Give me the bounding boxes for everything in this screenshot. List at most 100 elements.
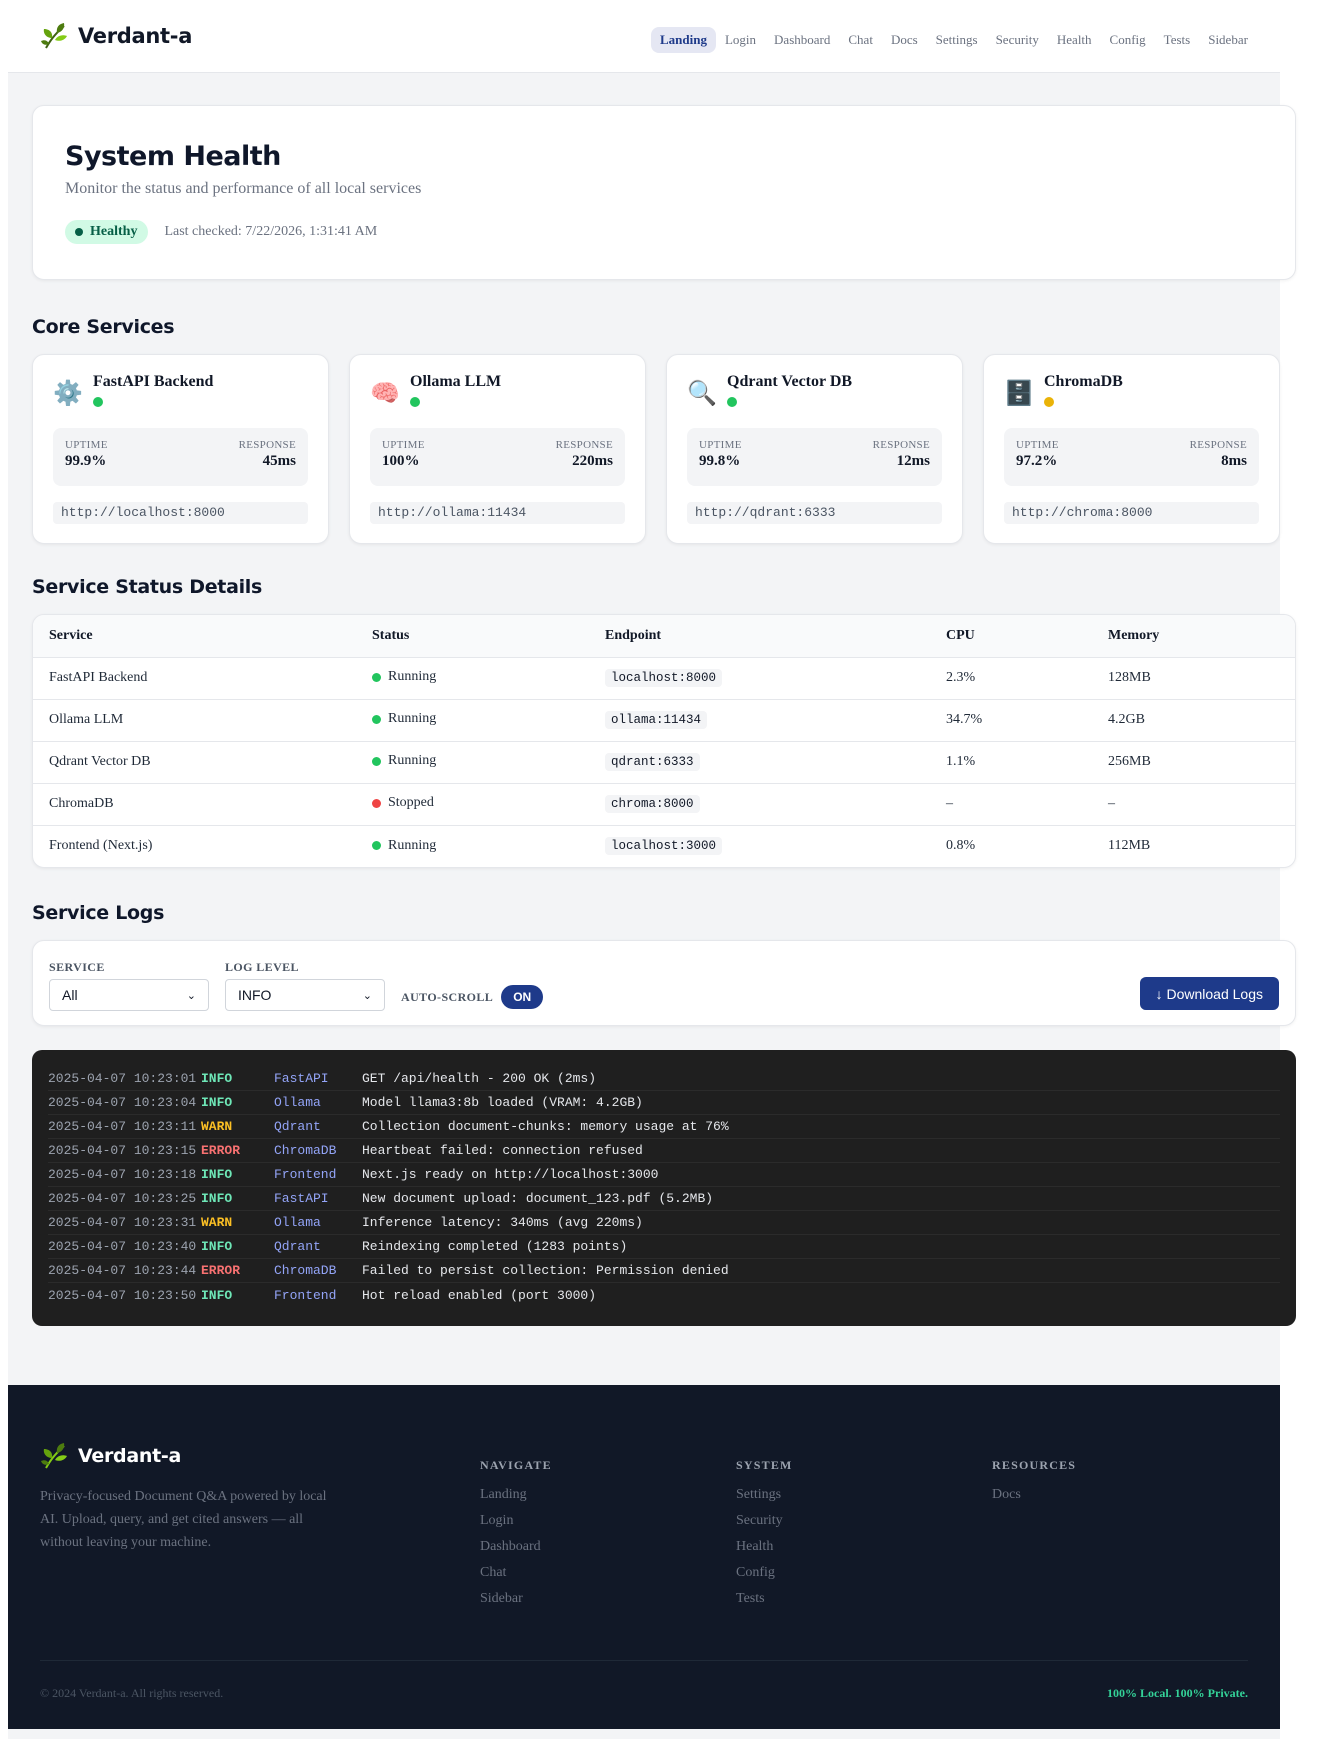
magnifier-icon: 🔍 [687, 379, 717, 407]
endpoint-cell: qdrant:6333 [589, 741, 930, 784]
endpoint-code: localhost:8000 [605, 669, 723, 687]
log-timestamp: 2025-04-07 10:23:01 [48, 1071, 197, 1086]
log-source: Qdrant [274, 1239, 321, 1254]
leaf-icon [41, 23, 67, 49]
status-text: Stopped [388, 795, 434, 811]
footer-link-health[interactable]: Health [736, 1539, 774, 1554]
footer-link-settings[interactable]: Settings [736, 1487, 782, 1502]
log-message: New document upload: document_123.pdf (5… [362, 1191, 714, 1206]
footer: Verdant-a Privacy-focused Document Q&A p… [8, 1385, 1280, 1729]
service-select[interactable]: All ⌄ [49, 979, 209, 1011]
service-status-dot [1044, 397, 1054, 407]
status-indicator: Running [372, 838, 436, 854]
log-entry: 2025-04-07 10:23:04 INFO Ollama Model llama… [48, 1091, 1280, 1115]
footer-brand[interactable]: Verdant-a [40, 1441, 1248, 1471]
nav-config[interactable]: Config [1109, 32, 1146, 47]
nav-security[interactable]: Security [995, 32, 1039, 47]
table-row: Frontend (Next.js) Running localhost:3000 0… [33, 825, 1295, 867]
status-details-heading: Service Status Details [32, 576, 263, 598]
table-row: ChromaDB Stopped chroma:8000 – – [33, 783, 1295, 826]
endpoint-code: qdrant:6333 [605, 753, 700, 771]
log-entry: 2025-04-07 10:23:01 INFO FastAPI GET /api/h… [48, 1067, 1280, 1091]
top-navbar: Verdant-a Landing Login Dashboard Chat D… [8, 0, 1280, 73]
endpoint-cell: ollama:11434 [589, 699, 930, 742]
uptime-value: 99.8% [699, 453, 741, 469]
nav-docs[interactable]: Docs [890, 32, 918, 47]
footer-link-chat[interactable]: Chat [480, 1565, 507, 1580]
status-cell: Running [356, 657, 589, 700]
nav-health[interactable]: Health [1056, 32, 1092, 47]
nav-landing[interactable]: Landing [651, 27, 716, 53]
column-header: Status [356, 615, 589, 658]
log-console[interactable]: 2025-04-07 10:23:01 INFO FastAPI GET /api/h… [32, 1050, 1296, 1326]
nav-sidebar[interactable]: Sidebar [1208, 32, 1248, 47]
footer-link-docs[interactable]: Docs [992, 1487, 1021, 1502]
log-entry: 2025-04-07 10:23:18 INFO Frontend Next.js r… [48, 1163, 1280, 1187]
response-metric: RESPONSE 8ms [1190, 439, 1247, 475]
service-metrics: UPTIME 99.8% RESPONSE 12ms [687, 428, 942, 486]
service-card-chromadb[interactable]: 🗄️ ChromaDB UPTIME 97.2% RESPONSE 8ms [983, 354, 1280, 544]
copyright-text: © 2024 Verdant-a. All rights reserved. [40, 1686, 224, 1700]
nav-dashboard[interactable]: Dashboard [774, 32, 831, 47]
log-timestamp: 2025-04-07 10:23:25 [48, 1191, 197, 1206]
service-url: http://localhost:8000 [53, 502, 308, 524]
page-title: System Health [65, 141, 281, 172]
log-level-select[interactable]: INFO ⌄ [225, 979, 385, 1011]
footer-divider [40, 1660, 1248, 1661]
log-level: ERROR [201, 1263, 241, 1278]
log-message: Next.js ready on http://localhost:3000 [362, 1167, 659, 1182]
core-services-grid: ⚙️ FastAPI Backend UPTIME 99.9% RESPONSE… [32, 354, 1280, 544]
uptime-value: 99.9% [65, 453, 107, 469]
service-name: Ollama LLM [410, 373, 502, 390]
footer-column-resources: RESOURCES Docs [992, 1458, 1076, 1503]
table-body: FastAPI Backend Running localhost:8000 2.3%… [33, 657, 1295, 867]
endpoint-cell: chroma:8000 [589, 783, 930, 826]
brain-icon: 🧠 [370, 379, 400, 407]
brand-logo[interactable]: Verdant-a [40, 21, 192, 51]
log-entry: 2025-04-07 10:23:11 WARN Qdrant Collection … [48, 1115, 1280, 1139]
footer-link-landing[interactable]: Landing [480, 1487, 527, 1502]
log-timestamp: 2025-04-07 10:23:11 [48, 1119, 197, 1134]
column-header: Memory [1092, 615, 1295, 658]
service-card-header: 🔍 Qdrant Vector DB [687, 373, 942, 412]
service-metrics: UPTIME 97.2% RESPONSE 8ms [1004, 428, 1259, 486]
response-label: RESPONSE [872, 439, 930, 451]
service-card-fastapi[interactable]: ⚙️ FastAPI Backend UPTIME 99.9% RESPONSE… [32, 354, 329, 544]
autoscroll-toggle[interactable]: ON [501, 985, 544, 1009]
uptime-metric: UPTIME 99.8% [699, 439, 742, 475]
service-metrics: UPTIME 99.9% RESPONSE 45ms [53, 428, 308, 486]
status-details-table: Service Status Endpoint CPU Memory FastA… [32, 614, 1296, 868]
status-indicator: Running [372, 669, 436, 685]
endpoint-code: localhost:3000 [605, 837, 723, 856]
endpoint-code: ollama:11434 [605, 711, 708, 729]
status-dot [372, 672, 381, 682]
footer-column-title: RESOURCES [992, 1458, 1077, 1472]
log-timestamp: 2025-04-07 10:23:31 [48, 1215, 197, 1230]
download-logs-button[interactable]: ↓ Download Logs [1139, 977, 1279, 1010]
footer-link-dashboard[interactable]: Dashboard [480, 1539, 541, 1554]
column-header: CPU [930, 615, 1092, 658]
log-controls: SERVICE All ⌄ LOG LEVEL INFO ⌄ AUTO-SCRO… [32, 940, 1296, 1026]
nav-login[interactable]: Login [724, 32, 757, 47]
nav-tests[interactable]: Tests [1163, 32, 1191, 47]
footer-link-login[interactable]: Login [480, 1513, 514, 1528]
log-entry: 2025-04-07 10:23:25 INFO FastAPI New docume… [48, 1187, 1280, 1211]
status-text: Running [388, 837, 437, 853]
footer-link-sidebar[interactable]: Sidebar [480, 1591, 523, 1606]
response-value: 220ms [572, 453, 613, 469]
memory-cell: – [1092, 783, 1295, 826]
file-cabinet-icon: 🗄️ [1004, 379, 1034, 407]
service-card-qdrant[interactable]: 🔍 Qdrant Vector DB UPTIME 99.8% RESPONSE… [666, 354, 963, 544]
nav-chat[interactable]: Chat [848, 32, 873, 47]
footer-link-config[interactable]: Config [736, 1565, 775, 1580]
service-card-ollama[interactable]: 🧠 Ollama LLM UPTIME 100% RESPONSE 220ms [349, 354, 646, 544]
footer-link-security[interactable]: Security [736, 1513, 783, 1528]
footer-link-tests[interactable]: Tests [736, 1591, 765, 1606]
nav-settings[interactable]: Settings [935, 32, 978, 47]
response-value: 45ms [262, 453, 296, 469]
uptime-label: UPTIME [1016, 439, 1059, 451]
service-name: ChromaDB [1044, 373, 1123, 390]
chevron-down-icon: ⌄ [186, 989, 196, 1002]
status-badge-label: Healthy [90, 224, 138, 239]
log-source: Ollama [274, 1095, 321, 1110]
